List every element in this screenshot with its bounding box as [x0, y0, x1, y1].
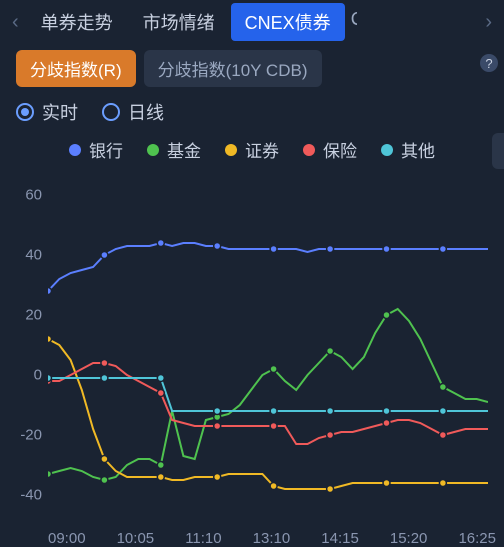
x-tick: 11:10 — [185, 530, 221, 547]
legend-item-3[interactable]: 保险 — [303, 137, 357, 162]
marker-bank — [48, 288, 52, 295]
marker-other — [383, 408, 390, 415]
divergence-chart: 60 40 20 0 -20 -40 — [0, 170, 504, 530]
legend-item-4[interactable]: 其他 — [381, 137, 435, 162]
help-icon[interactable]: ? — [480, 54, 498, 72]
y-tick: 40 — [8, 247, 42, 264]
marker-insurance — [157, 390, 164, 397]
y-tick: -40 — [8, 487, 42, 504]
marker-insurance — [383, 420, 390, 427]
series-fund — [48, 309, 488, 480]
legend-label: 保险 — [323, 137, 357, 162]
marker-insurance — [214, 423, 221, 430]
series-insurance — [48, 363, 488, 444]
legend-dot-icon — [69, 144, 81, 156]
legend-item-1[interactable]: 基金 — [147, 137, 201, 162]
pill-0[interactable]: 分歧指数(R) — [16, 50, 136, 87]
marker-other — [327, 408, 334, 415]
marker-insurance — [327, 432, 334, 439]
marker-securities — [327, 486, 334, 493]
chevron-left-icon[interactable]: ‹ — [6, 11, 25, 34]
tab-2[interactable]: CNEX债券 — [231, 3, 345, 41]
marker-securities — [214, 474, 221, 481]
marker-insurance — [439, 432, 446, 439]
marker-securities — [439, 480, 446, 487]
pill-1[interactable]: 分歧指数(10Y CDB) — [144, 50, 322, 87]
marker-fund — [439, 384, 446, 391]
marker-bank — [383, 246, 390, 253]
chevron-right-icon[interactable]: › — [479, 11, 498, 34]
x-tick: 16:25 — [458, 530, 496, 547]
legend-item-0[interactable]: 银行 — [69, 137, 123, 162]
marker-fund — [327, 348, 334, 355]
legend-label: 证券 — [245, 137, 279, 162]
marker-other — [101, 375, 108, 382]
y-tick: 0 — [8, 367, 42, 384]
x-tick: 15:20 — [390, 530, 428, 547]
y-tick: -20 — [8, 427, 42, 444]
x-tick: 13:10 — [253, 530, 291, 547]
radio-0[interactable]: 实时 — [16, 99, 78, 125]
tab-1[interactable]: 市场情绪 — [129, 3, 229, 41]
legend-dot-icon — [381, 144, 393, 156]
marker-bank — [439, 246, 446, 253]
x-tick: 10:05 — [117, 530, 155, 547]
legend-dot-icon — [303, 144, 315, 156]
x-tick: 09:00 — [48, 530, 86, 547]
marker-other — [157, 375, 164, 382]
series-other — [48, 378, 488, 411]
marker-other — [214, 408, 221, 415]
x-tick: 14:15 — [321, 530, 359, 547]
legend-label: 基金 — [167, 137, 201, 162]
marker-other — [270, 408, 277, 415]
marker-bank — [270, 246, 277, 253]
marker-bank — [101, 252, 108, 259]
marker-securities — [101, 456, 108, 463]
tab-0[interactable]: 单券走势 — [27, 3, 127, 41]
tab-peek[interactable]: C — [347, 3, 357, 41]
y-tick: 20 — [8, 307, 42, 324]
marker-fund — [157, 462, 164, 469]
marker-fund — [383, 312, 390, 319]
radio-label: 实时 — [42, 99, 78, 125]
marker-insurance — [270, 423, 277, 430]
legend-label: 银行 — [89, 137, 123, 162]
radio-1[interactable]: 日线 — [102, 99, 164, 125]
marker-fund — [48, 471, 52, 478]
marker-securities — [157, 474, 164, 481]
series-bank — [48, 243, 488, 291]
legend-label: 其他 — [401, 137, 435, 162]
marker-other — [48, 375, 52, 382]
marker-bank — [327, 246, 334, 253]
y-tick: 60 — [8, 187, 42, 204]
legend-dot-icon — [147, 144, 159, 156]
marker-bank — [157, 240, 164, 247]
marker-fund — [101, 477, 108, 484]
series-securities — [48, 339, 488, 489]
marker-fund — [270, 366, 277, 373]
marker-securities — [270, 483, 277, 490]
marker-other — [439, 408, 446, 415]
radio-label: 日线 — [128, 99, 164, 125]
marker-securities — [383, 480, 390, 487]
legend-item-2[interactable]: 证券 — [225, 137, 279, 162]
side-handle[interactable] — [492, 133, 504, 169]
legend-dot-icon — [225, 144, 237, 156]
marker-insurance — [101, 360, 108, 367]
marker-bank — [214, 243, 221, 250]
chart-svg — [48, 180, 488, 510]
marker-securities — [48, 336, 52, 343]
